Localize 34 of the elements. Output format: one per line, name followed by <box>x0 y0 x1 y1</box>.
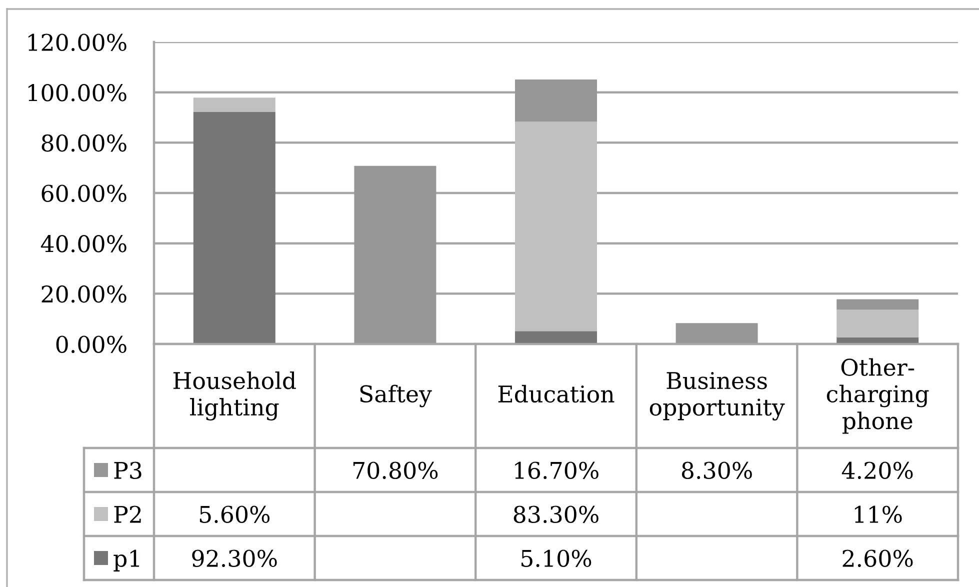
data-label: 8.30% <box>682 462 752 480</box>
y-tick-label: 40.00% <box>40 235 126 252</box>
bar <box>836 299 919 310</box>
data-label: 70.80% <box>353 462 438 480</box>
x-tick-label: Education <box>498 384 614 403</box>
bar <box>676 323 758 344</box>
data-label: 92.30% <box>192 550 277 568</box>
bar <box>514 122 598 332</box>
data-label: 11% <box>854 506 902 524</box>
bar <box>193 98 276 112</box>
y-tick-label: 120.00% <box>28 34 126 52</box>
bar <box>514 80 598 122</box>
legend-label: P3 <box>114 462 142 480</box>
y-tick-label: 0.00% <box>56 336 126 354</box>
x-tick-label: Household lighting <box>173 371 296 421</box>
x-tick-label: Business opportunity <box>650 372 785 421</box>
y-tick-label: 80.00% <box>42 134 126 152</box>
x-tick-label: Other-charging phone <box>826 358 929 434</box>
bar <box>193 112 276 344</box>
legend-label: P2 <box>114 506 141 523</box>
data-label: 5.10% <box>522 550 592 568</box>
data-label: 83.30% <box>514 506 598 524</box>
bar <box>354 166 436 344</box>
bar <box>514 331 598 344</box>
x-tick-label: Saftey <box>360 384 432 408</box>
data-label: 5.60% <box>200 506 270 524</box>
data-label: 16.70% <box>515 462 598 480</box>
legend-label: p1 <box>114 550 139 572</box>
y-tick-label: 60.00% <box>42 184 126 202</box>
bar <box>836 310 919 338</box>
data-label: 4.20% <box>842 462 913 480</box>
data-label: 2.60% <box>842 550 913 568</box>
y-tick-label: 20.00% <box>42 285 126 303</box>
y-tick-label: 100.00% <box>28 84 126 102</box>
